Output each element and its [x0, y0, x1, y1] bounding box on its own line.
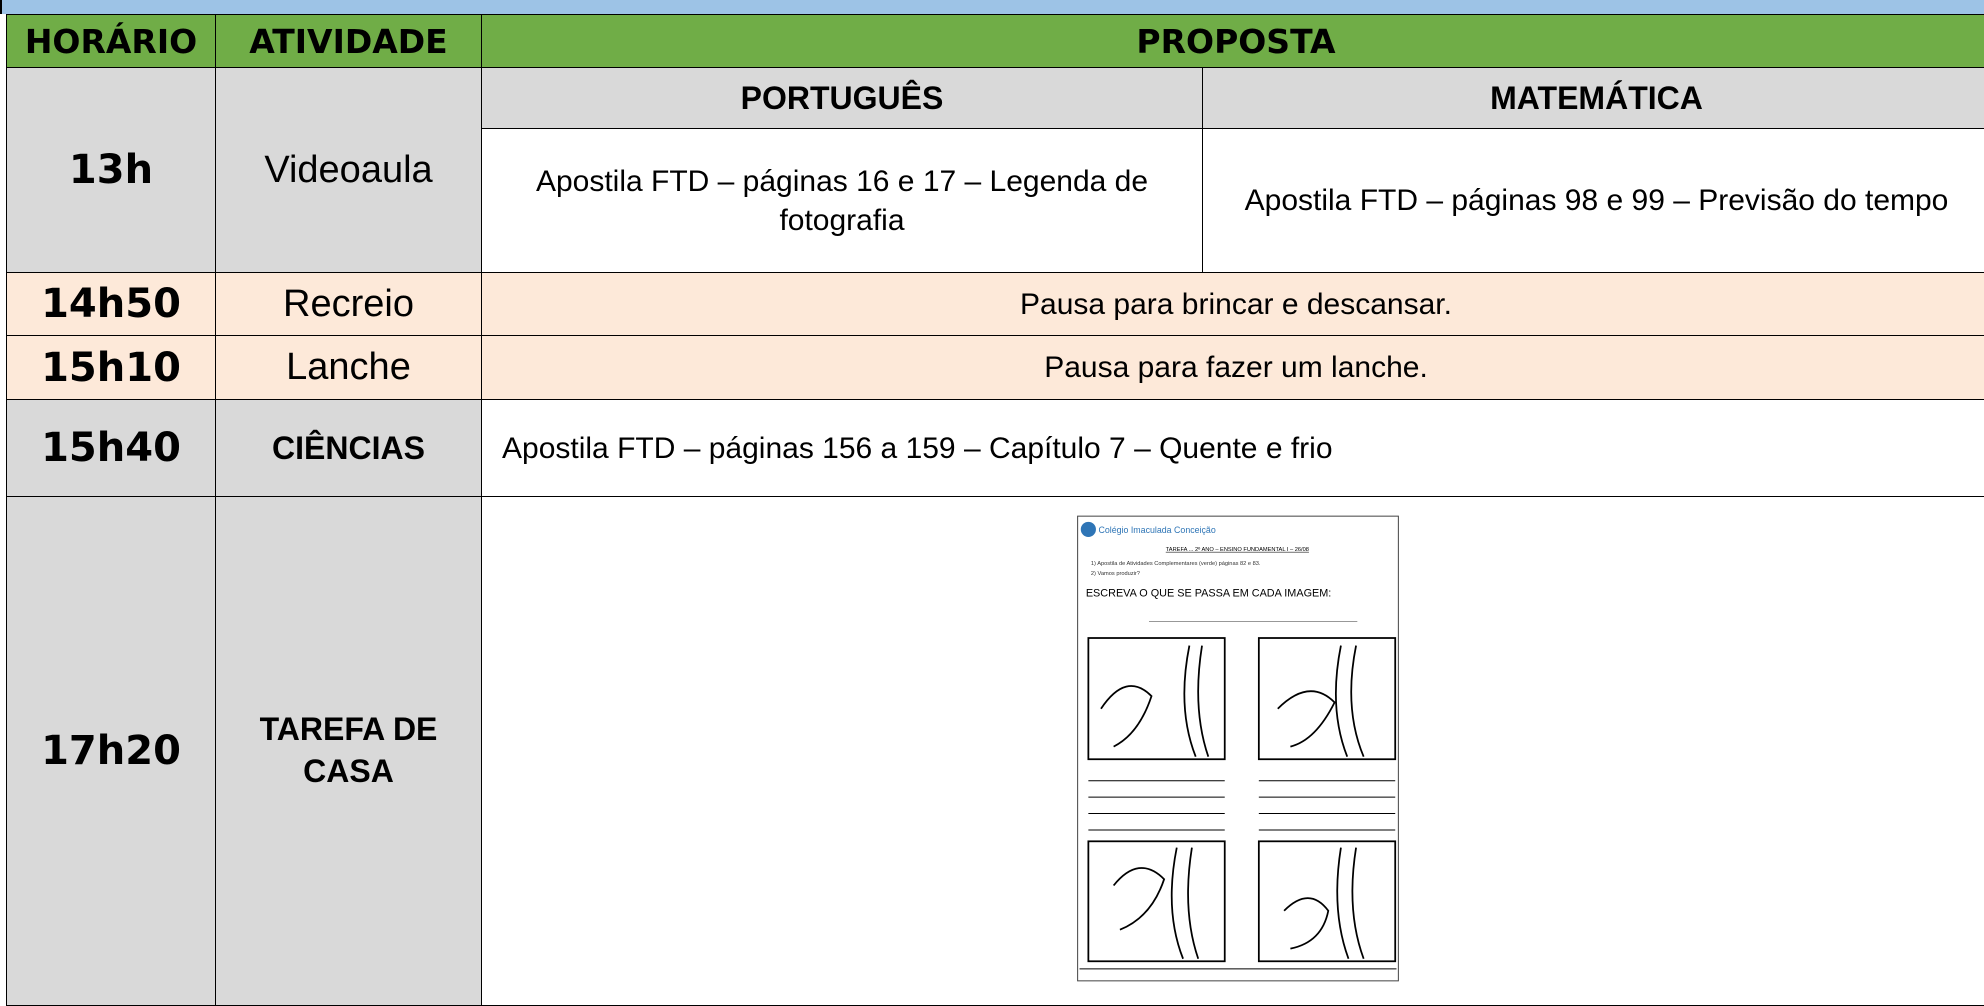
- time-cell: 15h40: [6, 399, 216, 497]
- subject-cell: MATEMÁTICA: [1202, 67, 1984, 129]
- subject-cell: PORTUGUÊS: [481, 67, 1203, 129]
- worksheet-title: TAREFA ... 2º ANO – ENSINO FUNDAMENTAL I…: [1166, 546, 1309, 553]
- activity-cell: Lanche: [215, 335, 482, 400]
- top-band: [0, 0, 1984, 14]
- activity-cell: Videoaula: [215, 67, 482, 273]
- time-cell: 14h50: [6, 272, 216, 336]
- header-cell: HORÁRIO: [6, 14, 216, 68]
- header-cell: PROPOSTA: [481, 14, 1984, 68]
- header-cell: ATIVIDADE: [215, 14, 482, 68]
- proposal-cell: Apostila FTD – páginas 98 e 99 – Previsã…: [1202, 128, 1984, 273]
- worksheet-instruction: ESCREVA O QUE SE PASSA EM CADA IMAGEM:: [1086, 587, 1331, 599]
- activity-cell: CIÊNCIAS: [215, 399, 482, 497]
- activity-cell: Recreio: [215, 272, 482, 336]
- worksheet-school: Colégio Imaculada Conceição: [1098, 525, 1215, 535]
- proposal-cell: Pausa para brincar e descansar.: [481, 272, 1984, 336]
- time-cell: 13h: [6, 67, 216, 273]
- worksheet-item: 2) Vamos produzir?: [1091, 571, 1140, 577]
- activity-cell: TAREFA DE CASA: [215, 496, 482, 1006]
- worksheet-item: 1) Apostila de Atividades Complementares…: [1091, 561, 1261, 567]
- proposal-cell: Apostila FTD – páginas 16 e 17 – Legenda…: [481, 128, 1203, 273]
- worksheet: Colégio Imaculada Conceição TAREFA ... 2…: [1077, 515, 1399, 982]
- proposal-cell: Apostila FTD – páginas 156 a 159 – Capít…: [481, 399, 1984, 497]
- time-cell: 17h20: [6, 496, 216, 1006]
- time-cell: 15h10: [6, 335, 216, 400]
- proposal-cell: Pausa para fazer um lanche.: [481, 335, 1984, 400]
